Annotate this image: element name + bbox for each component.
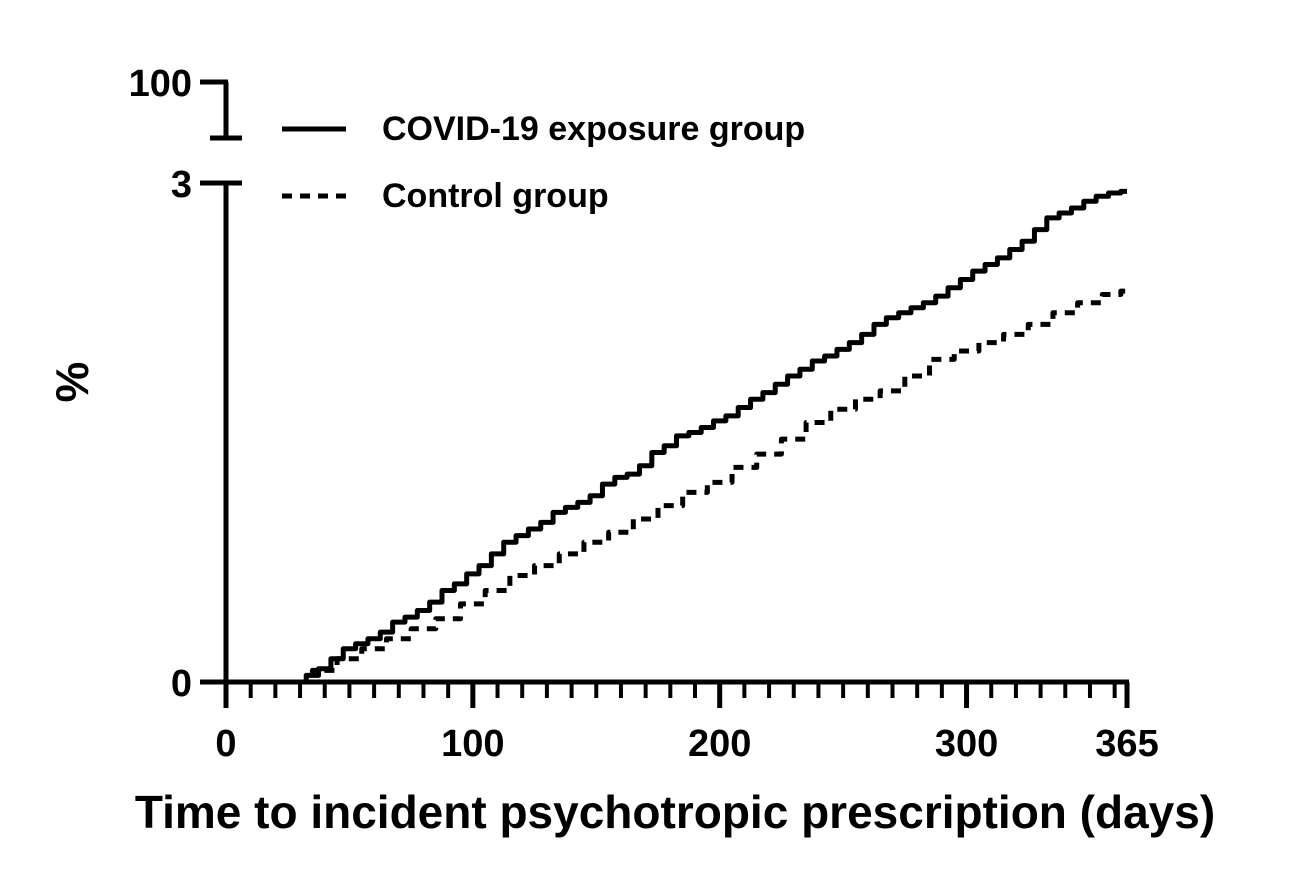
series [300,188,1127,685]
y-tick-label-3: 3 [171,164,192,206]
y-tick-label-0: 0 [171,663,192,705]
legend-label-covid: COVID-19 exposure group [382,110,805,148]
x-axis-title: Time to incident psychotropic prescripti… [135,786,1215,838]
x-tick-label-200: 200 [688,723,751,765]
series-line-control [300,288,1127,685]
tick-labels: 100 0 100 200 300 365 0 3 [129,63,1159,765]
series-line-covid [300,188,1127,685]
y-axis-title: % [46,362,98,403]
legend: COVID-19 exposure group Control group [282,110,805,215]
x-ticks [223,682,1130,708]
x-tick-label-300: 300 [935,723,998,765]
axes [200,79,1129,685]
legend-label-control: Control group [382,177,609,215]
x-tick-label-365: 365 [1095,723,1158,765]
y-tick-label-100: 100 [129,63,192,105]
x-tick-label-0: 0 [215,723,236,765]
x-tick-label-100: 100 [441,723,504,765]
